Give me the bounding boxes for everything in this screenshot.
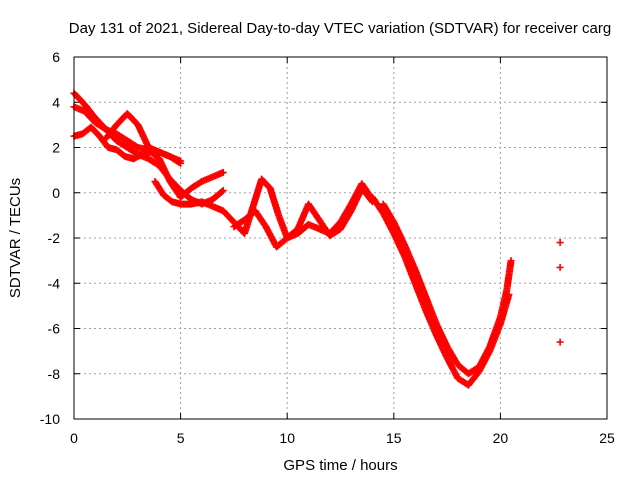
- y-tick-label: 4: [52, 94, 60, 110]
- y-tick-label: -10: [40, 411, 60, 427]
- x-tick-label: 15: [386, 430, 402, 446]
- x-tick-label: 25: [599, 430, 615, 446]
- grid-layer: [74, 57, 607, 419]
- data-point: [218, 187, 226, 195]
- chart-title: Day 131 of 2021, Sidereal Day-to-day VTE…: [69, 20, 611, 37]
- x-tick-label: 10: [279, 430, 295, 446]
- data-layer: [70, 89, 564, 389]
- y-tick-label: -2: [48, 230, 61, 246]
- tick-label-layer: 0 5 10 15 20 25 -10 -8 -6 -4 -2 0 2 4 6: [40, 49, 615, 446]
- y-tick-label: -8: [48, 366, 61, 382]
- data-point: [219, 168, 227, 176]
- x-tick-label: 0: [70, 430, 78, 446]
- data-point: [556, 263, 564, 271]
- x-axis-label: GPS time / hours: [283, 457, 397, 474]
- x-tick-label: 20: [493, 430, 509, 446]
- y-axis-label: SDTVAR / TECUs: [7, 178, 24, 298]
- y-tick-label: 2: [52, 140, 60, 156]
- data-point: [556, 239, 564, 247]
- x-tick-label: 5: [177, 430, 185, 446]
- data-point: [177, 157, 185, 165]
- data-point: [556, 338, 564, 346]
- plot-frame: [73, 56, 608, 420]
- y-tick-label: -6: [48, 321, 61, 337]
- data-point: [219, 186, 227, 194]
- y-tick-label: 6: [52, 49, 60, 65]
- data-point: [507, 257, 515, 265]
- y-tick-label: -4: [48, 275, 61, 291]
- y-tick-label: 0: [52, 185, 60, 201]
